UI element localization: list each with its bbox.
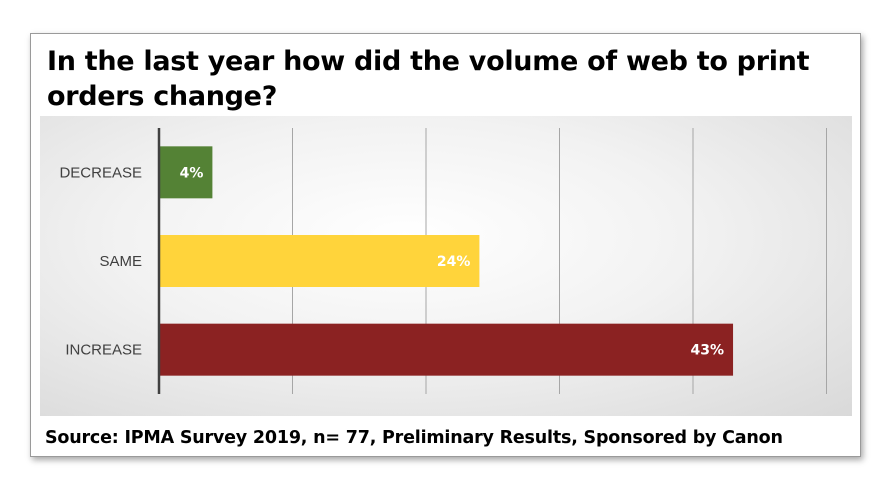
category-label: SAME	[99, 253, 142, 270]
source-note: Source: IPMA Survey 2019, n= 77, Prelimi…	[45, 428, 783, 448]
chart-title: In the last year how did the volume of w…	[47, 46, 810, 112]
plot-area: DECREASE 4% SAME 24% INCREASE 43%	[40, 116, 852, 416]
data-label: 24%	[437, 254, 471, 270]
data-label: 4%	[180, 165, 204, 181]
bar-chart: DECREASE 4% SAME 24% INCREASE 43%	[59, 128, 827, 394]
bar-increase	[159, 323, 734, 376]
data-label: 43%	[691, 343, 725, 359]
chart-card: In the last year how did the volume of w…	[30, 33, 861, 457]
category-label: INCREASE	[65, 342, 142, 359]
bar-same	[159, 235, 480, 287]
bar-decrease	[159, 146, 213, 199]
category-label: DECREASE	[59, 164, 142, 181]
